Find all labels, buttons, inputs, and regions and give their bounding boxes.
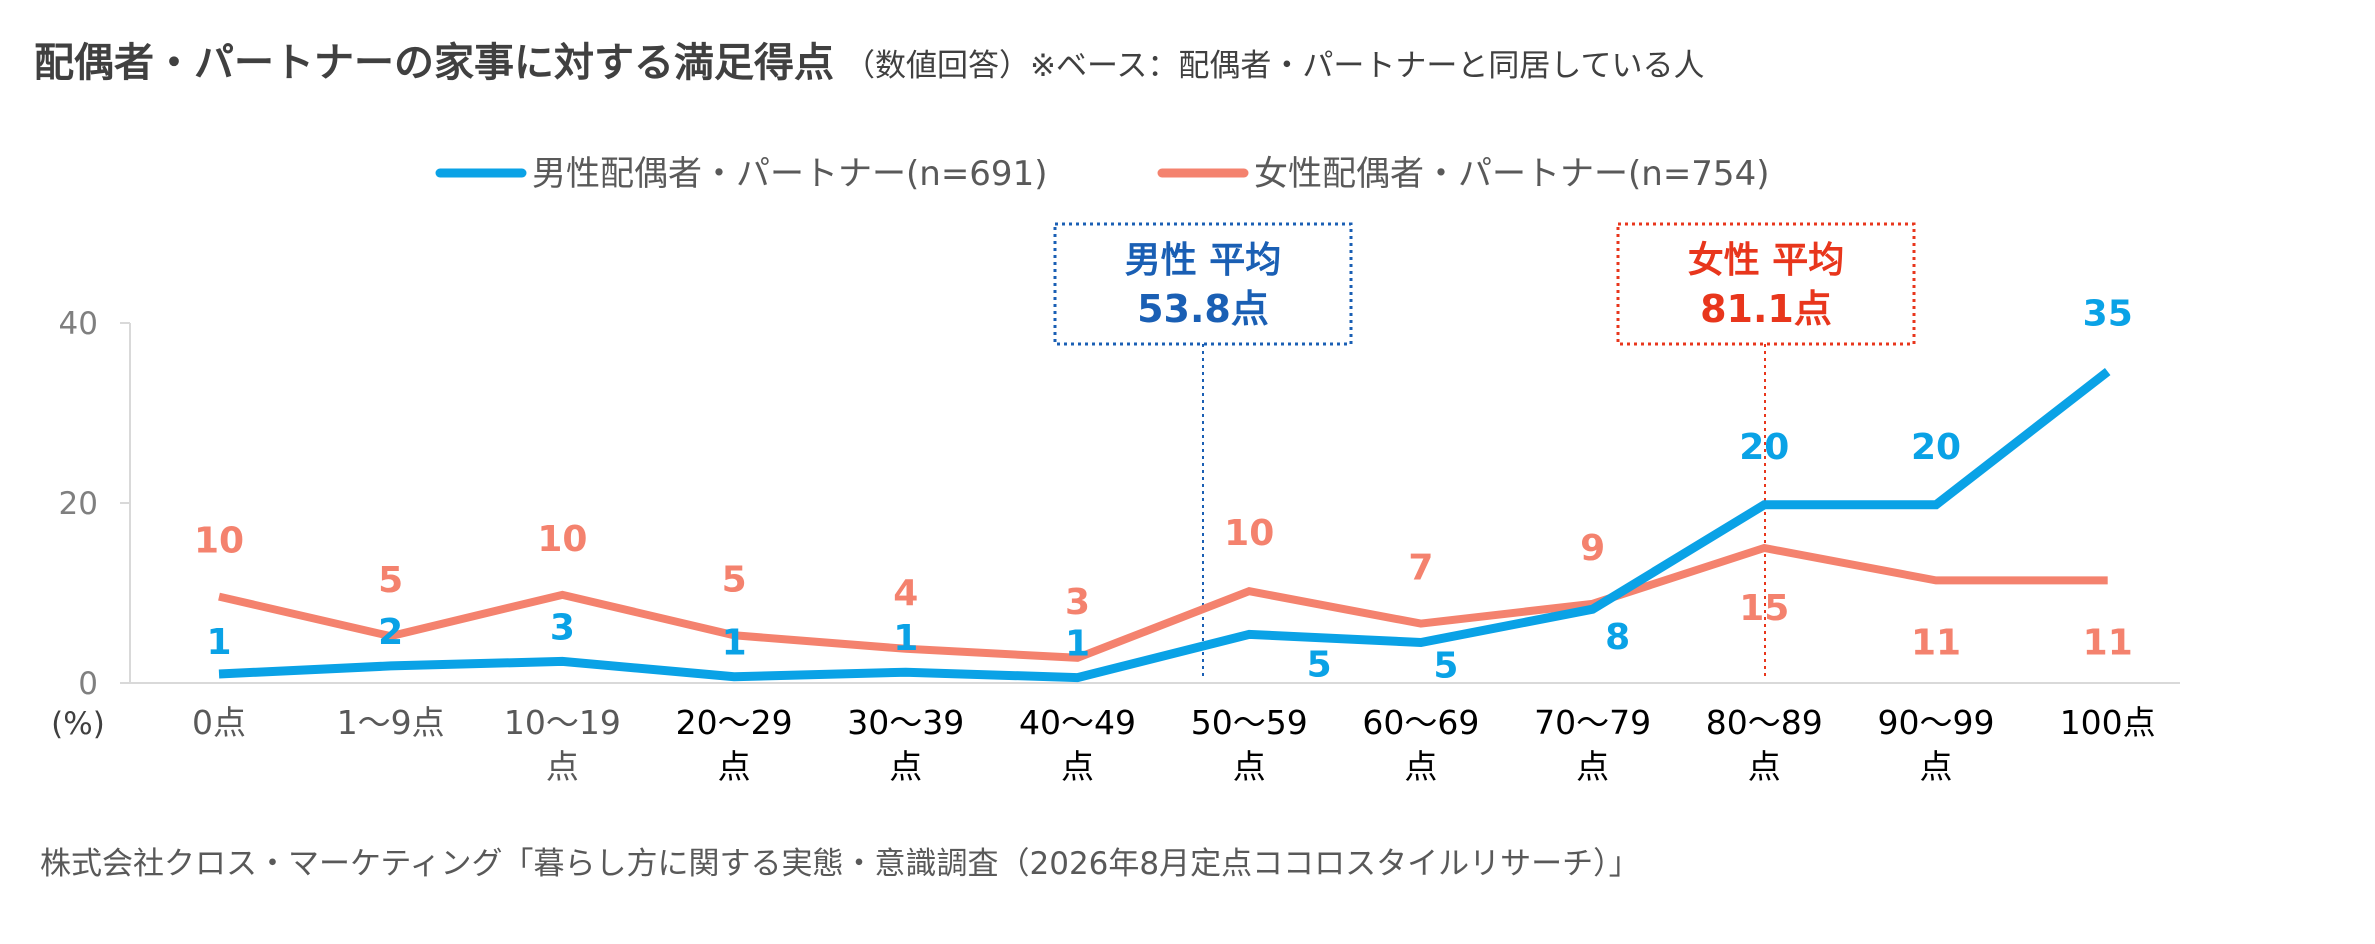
female-average-label: 女性 平均 — [1688, 240, 1845, 281]
x-tick-label: 100点 — [2060, 703, 2156, 742]
male-data-label: 1 — [722, 623, 747, 664]
female-data-label: 10 — [1224, 513, 1274, 554]
x-tick-label: 60〜69 点 — [1362, 703, 1479, 786]
male-data-label: 8 — [1605, 617, 1630, 658]
x-tick-label: 30〜39 点 — [847, 703, 964, 786]
female-average-box — [1616, 222, 1916, 346]
chart-title-row: 配偶者・パートナーの家事に対する満足得点 （数値回答）※ベース：配偶者・パートナー… — [34, 30, 1705, 88]
male-data-label: 2 — [378, 612, 403, 653]
x-tick-label: 90〜99 点 — [1878, 703, 1995, 786]
male-data-label: 1 — [893, 618, 918, 659]
female-series-line — [218, 543, 2108, 662]
male-legend-label: 男性配偶者・パートナー(n=691) — [532, 154, 1047, 194]
x-tick-label: 80〜89 点 — [1706, 703, 1823, 786]
male-data-label: 20 — [1911, 427, 1961, 468]
x-tick-label: 40〜49 点 — [1019, 703, 1136, 786]
male-average-label: 男性 平均 — [1125, 240, 1282, 281]
male-series-line — [218, 368, 2111, 683]
female-data-label: 10 — [537, 519, 587, 560]
female-data-label: 11 — [1911, 622, 1961, 663]
male-average-value: 53.8点 — [1137, 287, 1269, 331]
chart-title: 配偶者・パートナーの家事に対する満足得点 — [34, 40, 834, 86]
y-tick-label: 20 — [59, 486, 98, 522]
female-data-label: 10 — [194, 521, 244, 562]
female-data-label: 3 — [1065, 582, 1090, 623]
source-note: 株式会社クロス・マーケティング「暮らし方に関する実態・意識調査（2026年8月定… — [40, 846, 1640, 882]
female-data-label: 15 — [1739, 588, 1789, 629]
x-tick-label: 0点 — [192, 703, 246, 742]
chart-subtitle: （数値回答）※ベース：配偶者・パートナーと同居している人 — [844, 48, 1705, 84]
y-tick-label: 0 — [78, 666, 98, 702]
male-data-label: 20 — [1739, 427, 1789, 468]
female-data-label: 7 — [1408, 548, 1433, 589]
female-data-label: 5 — [378, 560, 403, 601]
male-data-label: 5 — [1433, 646, 1458, 687]
x-tick-label: 50〜59 点 — [1191, 703, 1308, 786]
y-tick-label: 40 — [59, 306, 98, 342]
female-data-label: 4 — [893, 573, 918, 614]
male-data-label: 5 — [1307, 644, 1332, 685]
x-tick-label: 10〜19 点 — [504, 703, 621, 786]
x-tick-label: 20〜29 点 — [676, 703, 793, 786]
x-tick-label: 1〜9点 — [337, 703, 445, 742]
male-data-label: 35 — [2083, 294, 2133, 335]
female-data-label: 9 — [1580, 528, 1605, 569]
male-data-label: 3 — [550, 607, 575, 648]
y-unit-label: (%) — [51, 706, 105, 742]
female-data-label: 5 — [722, 559, 747, 600]
female-legend-label: 女性配偶者・パートナー(n=754) — [1254, 154, 1769, 194]
female-average-value: 81.1点 — [1700, 287, 1832, 331]
male-data-label: 1 — [1065, 624, 1090, 665]
female-data-label: 11 — [2083, 622, 2133, 663]
male-data-label: 1 — [206, 622, 231, 663]
male-average-box — [1053, 222, 1353, 346]
x-tick-label: 70〜79 点 — [1534, 703, 1651, 786]
